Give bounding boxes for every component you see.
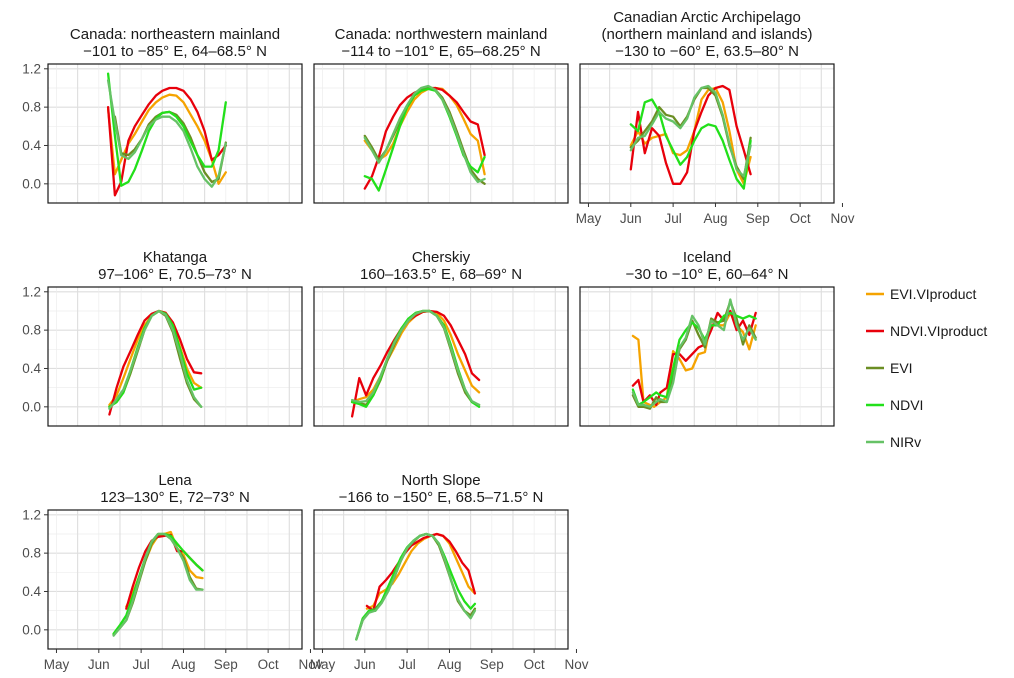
- x-tick-label: Jul: [133, 657, 150, 672]
- series-line: [106, 79, 227, 188]
- series-line: [106, 93, 227, 185]
- panel-border: [313, 286, 569, 427]
- x-tick-label: Sep: [746, 211, 770, 226]
- panel-title: North Slope: [401, 472, 480, 489]
- y-tick-label: 0.4: [22, 584, 41, 599]
- y-tick-label: 0.0: [22, 622, 41, 637]
- x-tick-label: Oct: [790, 211, 811, 226]
- series-line: [355, 532, 477, 641]
- x-tick-label: Sep: [214, 657, 238, 672]
- y-tick-label: 0.8: [22, 100, 41, 115]
- panel-title: (northern mainland and islands): [602, 26, 813, 43]
- panel-title: Canada: northwestern mainland: [335, 26, 548, 43]
- y-tick-label: 1.2: [22, 61, 41, 76]
- x-tick-label: Jun: [620, 211, 642, 226]
- panel: Iceland−30 to −10° E, 60–64° N: [579, 249, 835, 427]
- series-line: [629, 84, 752, 185]
- panel: Canada: northwestern mainland−114 to −10…: [313, 26, 569, 204]
- series-line: [108, 309, 203, 416]
- panel-title: −130 to −60° E, 63.5–80° N: [615, 43, 799, 60]
- panel: Canada: northeastern mainland−101 to −85…: [22, 26, 303, 204]
- legend: EVI.VIproduct NDVI.VIproduct EVI NDVI NIRv: [866, 286, 987, 450]
- panel-title: Cherskiy: [412, 249, 471, 266]
- y-tick-label: 0.0: [22, 176, 41, 191]
- series-line: [365, 532, 477, 610]
- y-tick-label: 0.4: [22, 138, 41, 153]
- y-tick-label: 1.2: [22, 507, 41, 522]
- x-tick-label: Jun: [354, 657, 376, 672]
- x-tick-label: May: [576, 211, 602, 226]
- panel-border: [579, 286, 835, 427]
- x-tick-label: Sep: [480, 657, 504, 672]
- panel-title: 160–163.5° E, 68–69° N: [360, 266, 522, 283]
- panel-title: Canadian Arctic Archipelago: [613, 9, 801, 26]
- series-line: [629, 86, 752, 185]
- x-tick-label: Jul: [399, 657, 416, 672]
- panel-title: −166 to −150° E, 68.5–71.5° N: [339, 489, 544, 506]
- series-line: [106, 72, 227, 187]
- legend-label: EVI: [890, 360, 913, 376]
- x-tick-label: Nov: [298, 657, 322, 672]
- y-tick-label: 0.4: [22, 361, 41, 376]
- x-tick-label: Aug: [171, 657, 195, 672]
- panel-border: [47, 509, 303, 650]
- y-tick-label: 0.8: [22, 323, 41, 338]
- panel-title: 97–106° E, 70.5–73° N: [98, 266, 252, 283]
- legend-label: NDVI.VIproduct: [890, 323, 987, 339]
- panel-title: 123–130° E, 72–73° N: [100, 489, 250, 506]
- panel-title: −101 to −85° E, 64–68.5° N: [83, 43, 267, 60]
- x-tick-label: Jul: [665, 211, 682, 226]
- x-tick-label: Oct: [524, 657, 545, 672]
- panel-border: [579, 63, 835, 204]
- x-tick-label: Aug: [703, 211, 727, 226]
- x-tick-label: May: [44, 657, 70, 672]
- series-line: [363, 84, 486, 184]
- x-tick-label: Nov: [830, 211, 854, 226]
- series-line: [631, 309, 757, 407]
- panel-title: Iceland: [683, 249, 731, 266]
- panel-title: Khatanga: [143, 249, 208, 266]
- series-line: [363, 86, 486, 185]
- x-tick-label: Aug: [437, 657, 461, 672]
- series-line: [629, 84, 752, 178]
- panel-border: [313, 63, 569, 204]
- series-line: [355, 532, 477, 641]
- x-tick-label: May: [310, 657, 336, 672]
- x-tick-label: Jun: [88, 657, 110, 672]
- series-line: [350, 309, 481, 404]
- panel-title: −114 to −101° E, 65–68.25° N: [341, 43, 540, 60]
- panel: Canadian Arctic Archipelago(northern mai…: [576, 9, 855, 226]
- x-tick-label: Nov: [564, 657, 588, 672]
- series-line: [363, 86, 486, 190]
- panel-border: [313, 509, 569, 650]
- y-tick-label: 0.8: [22, 546, 41, 561]
- panel-border: [47, 286, 303, 427]
- x-tick-label: Oct: [258, 657, 279, 672]
- panel-title: Canada: northeastern mainland: [70, 26, 280, 43]
- series-line: [631, 298, 757, 408]
- y-tick-label: 0.0: [22, 399, 41, 414]
- series-line: [350, 309, 481, 407]
- legend-label: EVI.VIproduct: [890, 286, 976, 302]
- legend-label: NIRv: [890, 434, 921, 450]
- series-line: [350, 309, 481, 418]
- y-tick-label: 1.2: [22, 284, 41, 299]
- series-line: [629, 98, 752, 190]
- series-line: [108, 309, 203, 410]
- panel-title: Lena: [158, 472, 192, 489]
- panel-title: −30 to −10° E, 60–64° N: [626, 266, 789, 283]
- panel-border: [47, 63, 303, 204]
- series-line: [112, 532, 204, 637]
- legend-label: NDVI: [890, 397, 923, 413]
- series-line: [365, 532, 477, 612]
- panel: North Slope−166 to −150° E, 68.5–71.5° N…: [310, 472, 589, 672]
- series-line: [106, 86, 227, 197]
